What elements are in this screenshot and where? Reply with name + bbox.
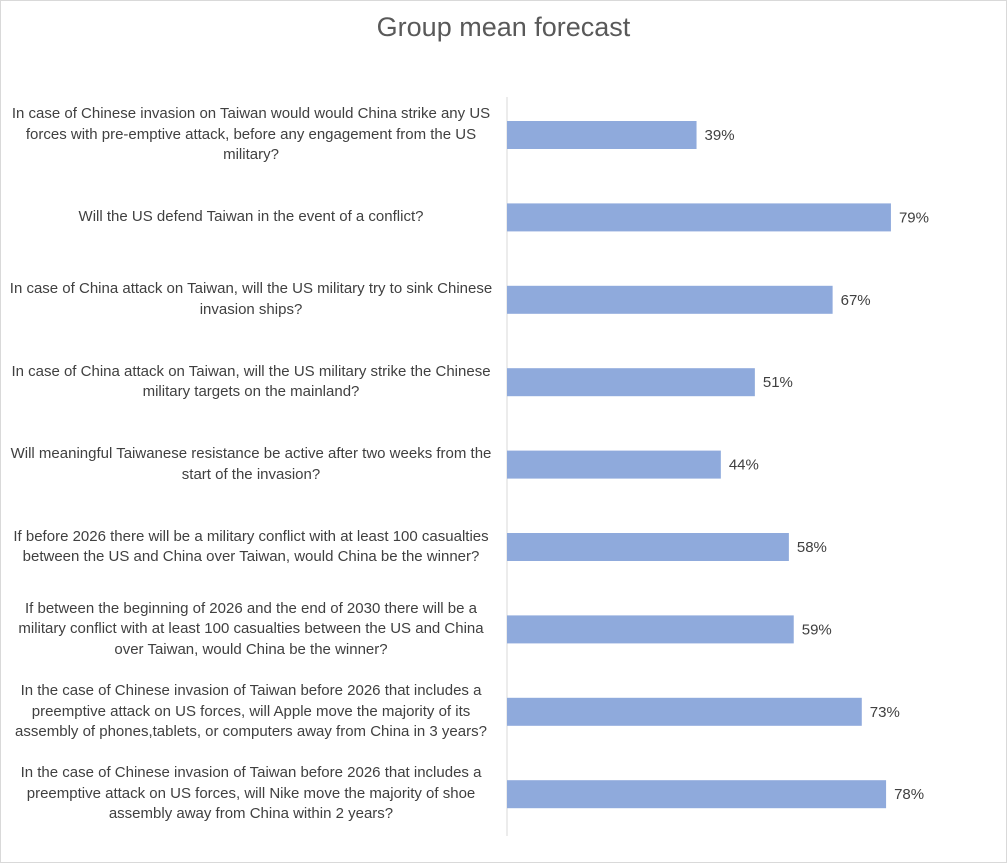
chart-title: Group mean forecast bbox=[376, 12, 631, 42]
category-label-5: Will meaningful Taiwanese resistance be … bbox=[10, 445, 492, 483]
data-label-8: 73% bbox=[870, 704, 900, 721]
category-label-7: If between the beginning of 2026 and the… bbox=[18, 599, 484, 658]
bar-6 bbox=[507, 533, 789, 561]
category-label-3: In case of China attack on Taiwan, will … bbox=[9, 280, 493, 318]
bar-1 bbox=[507, 121, 697, 149]
data-label-7: 59% bbox=[802, 621, 832, 638]
bar-3 bbox=[507, 285, 833, 314]
bar-8 bbox=[507, 697, 862, 726]
category-label-4: In case of China attack on Taiwan, will … bbox=[11, 362, 491, 401]
category-label-9: In the case of Chinese invasion of Taiwa… bbox=[20, 764, 482, 823]
category-label-8: In the case of Chinese invasion of Taiwa… bbox=[15, 682, 487, 741]
data-label-5: 44% bbox=[729, 457, 759, 474]
data-label-9: 78% bbox=[894, 786, 924, 803]
data-label-1: 39% bbox=[705, 127, 735, 144]
category-label-1: In case of Chinese invasion on Taiwan wo… bbox=[11, 105, 491, 164]
category-label-6: If before 2026 there will be a military … bbox=[13, 527, 489, 566]
category-label-2: Will the US defend Taiwan in the event o… bbox=[78, 208, 424, 226]
data-label-6: 58% bbox=[797, 539, 827, 556]
bar-9 bbox=[507, 780, 887, 809]
bar-5 bbox=[507, 450, 721, 479]
bar-7 bbox=[507, 615, 794, 644]
data-label-2: 79% bbox=[899, 209, 929, 226]
bar-2 bbox=[507, 203, 891, 232]
data-label-4: 51% bbox=[763, 374, 793, 391]
data-label-3: 67% bbox=[841, 292, 871, 309]
bar-4 bbox=[507, 368, 755, 397]
